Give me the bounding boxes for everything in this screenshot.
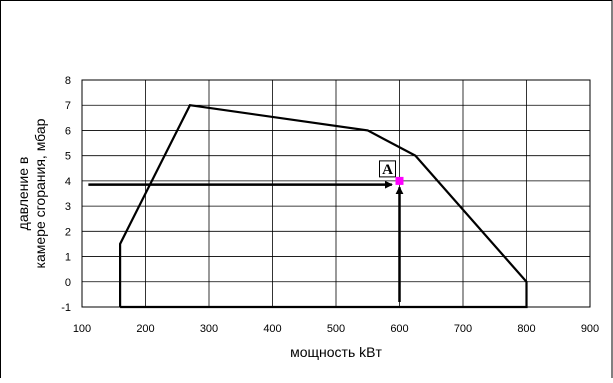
x-axis-title: мощность kBт bbox=[290, 344, 382, 360]
series-line-0 bbox=[118, 104, 528, 309]
point-label: A bbox=[382, 162, 393, 178]
working-point-marker bbox=[395, 176, 404, 185]
arrows-group bbox=[88, 180, 404, 302]
x-tick-label: 700 bbox=[454, 323, 472, 335]
x-tick-label: 400 bbox=[263, 323, 281, 335]
y-tick-label: 2 bbox=[65, 226, 71, 238]
x-tick-label: 900 bbox=[581, 323, 599, 335]
y-tick-label: 8 bbox=[65, 75, 71, 87]
x-tick-label: 500 bbox=[327, 323, 345, 335]
y-tick-label: 4 bbox=[65, 176, 71, 188]
y-tick-labels: -1 0 1 2 3 4 5 6 7 8 bbox=[61, 75, 71, 314]
y-tick-label: 3 bbox=[65, 201, 71, 213]
point-label-box bbox=[379, 160, 396, 178]
y-axis-title-line-1: давление в bbox=[15, 157, 31, 231]
x-tick-labels: 100 200 300 400 500 600 700 800 900 bbox=[73, 323, 599, 335]
y-tick-label: 7 bbox=[65, 100, 71, 112]
y-tick-label: 0 bbox=[65, 277, 71, 289]
x-tick-label: 200 bbox=[136, 323, 154, 335]
y-tick-label: 6 bbox=[65, 125, 71, 137]
x-tick-label: 600 bbox=[390, 323, 408, 335]
y-tick-label: 1 bbox=[65, 252, 71, 264]
x-tick-label: 800 bbox=[517, 323, 535, 335]
series-group bbox=[118, 104, 528, 309]
x-tick-label: 100 bbox=[73, 323, 91, 335]
y-axis-title-line-2: камере сгорания, мбар bbox=[32, 118, 48, 268]
grid-lines bbox=[81, 79, 591, 308]
y-tick-label: 5 bbox=[65, 151, 71, 163]
x-tick-label: 300 bbox=[200, 323, 218, 335]
y-tick-label: -1 bbox=[61, 302, 71, 314]
working-point-group: A bbox=[379, 160, 404, 185]
